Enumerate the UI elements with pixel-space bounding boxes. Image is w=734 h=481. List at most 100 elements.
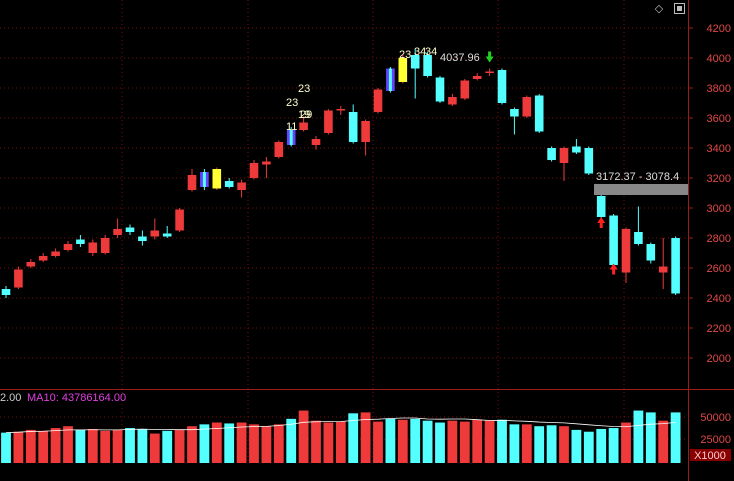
price-tick-label: 3200 — [707, 173, 731, 185]
volume-bar — [249, 424, 259, 463]
volume-bar — [670, 412, 681, 463]
volume-bar — [149, 433, 160, 463]
candle — [51, 248, 60, 258]
candle — [584, 146, 594, 175]
candle-body — [175, 209, 184, 231]
candle — [522, 95, 532, 118]
candle-body — [299, 122, 308, 130]
peak-value-label: 4037.96 — [440, 52, 480, 64]
candle-body — [361, 121, 370, 142]
candle — [373, 88, 383, 114]
volume-bar — [509, 424, 520, 463]
marker-number: 29 — [300, 109, 312, 121]
candle-body — [38, 256, 48, 261]
candle-body — [249, 163, 259, 178]
marker-number: 34 — [414, 46, 426, 58]
price-tick-label: 2200 — [707, 323, 731, 335]
volume-tick-label: 50000 — [700, 412, 731, 424]
candle-body — [596, 196, 606, 217]
candle-body — [547, 148, 556, 160]
diamond-icon[interactable]: ◇ — [654, 3, 664, 15]
volume-bar — [559, 426, 569, 463]
volume-bar — [596, 428, 607, 463]
candle — [386, 67, 395, 93]
candle-body — [435, 77, 445, 102]
candle — [14, 266, 23, 289]
volume-bar — [360, 412, 371, 463]
candle — [534, 94, 544, 133]
volume-bar — [323, 422, 334, 463]
candle-body — [150, 230, 160, 237]
volume-bar — [298, 410, 309, 463]
candle — [88, 239, 98, 256]
volume-bar — [348, 413, 359, 463]
volume-bar — [13, 431, 24, 463]
volume-bar — [125, 428, 135, 463]
candle — [472, 73, 482, 81]
candle-body-inner — [388, 68, 392, 91]
volume-bar — [422, 420, 433, 463]
price-tick-label: 3800 — [707, 83, 731, 95]
candle-body — [634, 232, 643, 244]
candle — [559, 146, 569, 181]
candle-body — [658, 266, 668, 273]
volume-bar — [571, 429, 582, 463]
price-tick-label: 3000 — [707, 203, 731, 215]
volume-bar — [373, 421, 383, 463]
candle — [423, 52, 432, 78]
marker-number: 23 — [286, 97, 298, 109]
candle — [497, 68, 507, 105]
volume-bar — [385, 418, 396, 463]
candle-body-inner — [289, 130, 293, 145]
volume-bar — [633, 410, 644, 463]
volume-bar — [87, 428, 98, 463]
candle-body — [187, 175, 197, 190]
volume-bar — [608, 428, 619, 463]
candle-body — [212, 169, 222, 189]
volume-bar — [174, 429, 185, 463]
candle-body — [224, 181, 234, 187]
window-toggle-icon[interactable] — [673, 3, 685, 15]
volume-bar — [162, 430, 173, 463]
candle-body — [423, 55, 432, 76]
candle — [671, 236, 680, 295]
candle — [336, 106, 346, 115]
volume-ma10-label: MA10: 43786164.00 — [27, 392, 127, 404]
volume-bar — [286, 418, 297, 463]
volume-bar — [583, 431, 594, 463]
price-tick-label: 2800 — [707, 233, 731, 245]
candle-body — [76, 239, 85, 244]
price-tick-label: 2400 — [707, 293, 731, 305]
marker-number: 11 — [286, 121, 297, 133]
marker-number: 23 — [298, 83, 310, 95]
candle — [324, 109, 333, 135]
marker-number: 19 — [298, 109, 310, 121]
volume-bar — [211, 422, 222, 463]
marker-number: 34 — [425, 46, 437, 58]
price-tick-label: 3400 — [707, 143, 731, 155]
candle-body-inner — [202, 172, 206, 187]
candle — [237, 179, 246, 198]
volume-bar — [311, 420, 321, 463]
candle — [38, 253, 48, 262]
candle — [76, 235, 85, 247]
candle — [485, 68, 494, 76]
volume-bar — [137, 428, 148, 463]
volume-unit-box — [690, 449, 731, 461]
candle-body — [410, 55, 420, 69]
volume-bar — [236, 422, 247, 463]
candle — [286, 127, 296, 147]
candle-body — [1, 289, 11, 295]
candle-body — [125, 227, 135, 232]
candle-body — [26, 262, 36, 267]
volume-bar — [621, 422, 631, 463]
candle — [125, 224, 135, 235]
price-tick-label: 2000 — [707, 353, 731, 365]
candle-body — [584, 148, 594, 174]
candle — [63, 241, 73, 252]
candle — [138, 230, 147, 246]
candle-body — [274, 142, 284, 157]
arrow-up-icon — [609, 263, 618, 275]
candle-body — [398, 58, 408, 82]
